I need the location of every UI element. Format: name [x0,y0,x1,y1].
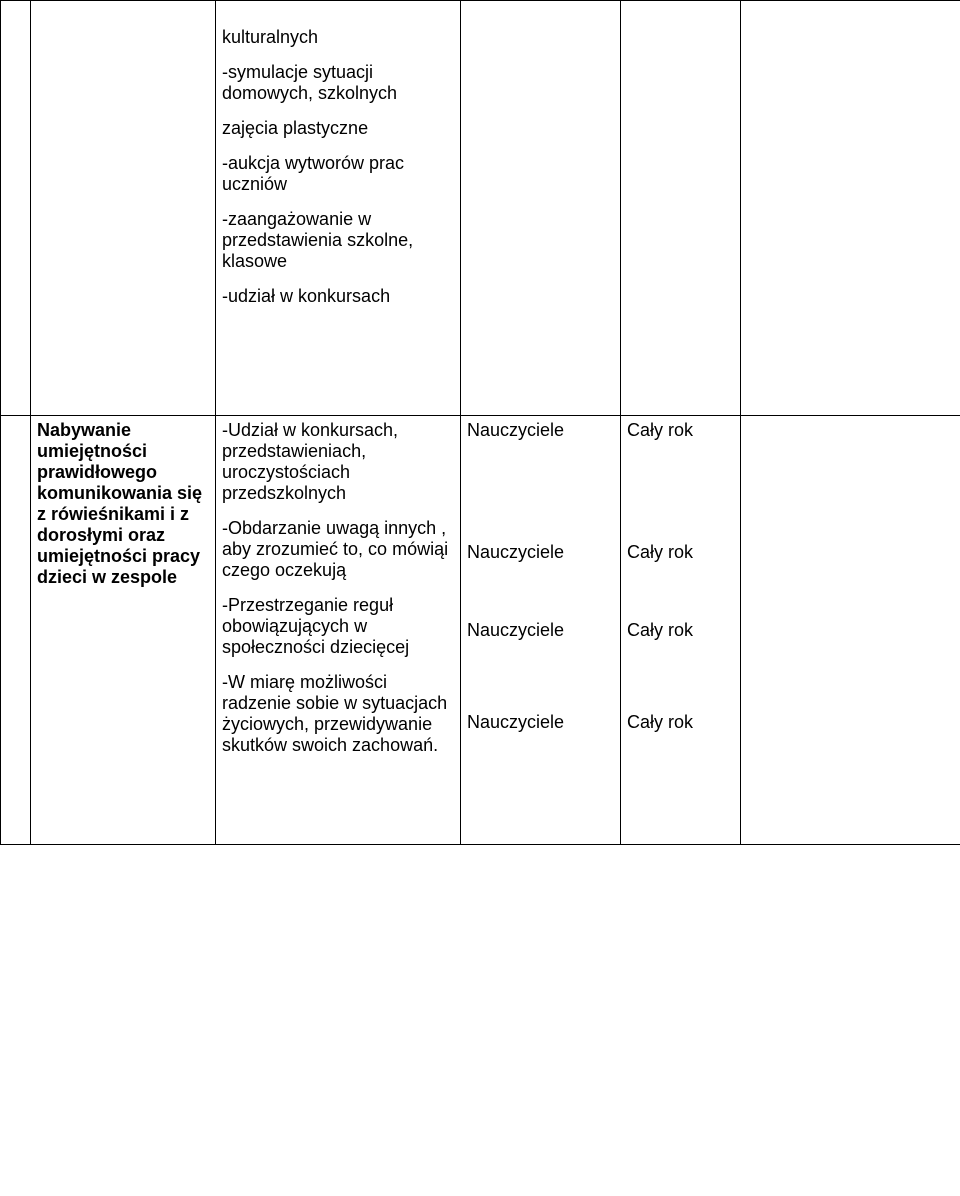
activity-text: -Obdarzanie uwagą innych , aby zrozumieć… [222,518,454,581]
table-row: kulturalnych -symulacje sytuacji domowyc… [1,1,960,416]
cell-empty [1,416,31,845]
cell-empty [741,1,960,416]
cell-empty [31,1,216,416]
cell-responsible: Nauczyciele Nauczyciele Nauczyciele Nauc… [461,416,621,845]
objective-text: Nabywanie umiejętności prawidłowego komu… [37,420,202,587]
responsible-text: Nauczyciele [467,420,564,440]
document-table: kulturalnych -symulacje sytuacji domowyc… [0,0,960,845]
timeframe-text: Cały rok [627,712,693,732]
activity-text: -Udział w konkursach, przedstawieniach, … [222,420,454,504]
cell-empty [741,416,960,845]
cell-objective: Nabywanie umiejętności prawidłowego komu… [31,416,216,845]
timeframe-text: Cały rok [627,620,693,640]
cell-activities: -Udział w konkursach, przedstawieniach, … [216,416,461,845]
activity-text: -Przestrzeganie reguł obowiązujących w s… [222,595,454,658]
activity-text: kulturalnych [222,27,454,48]
responsible-text: Nauczyciele [467,620,564,640]
activity-text: -W miarę możliwości radzenie sobie w syt… [222,672,454,756]
cell-activities: kulturalnych -symulacje sytuacji domowyc… [216,1,461,416]
activity-text: -udział w konkursach [222,286,454,307]
activity-text: -aukcja wytworów prac uczniów [222,153,454,195]
cell-empty [621,1,741,416]
responsible-text: Nauczyciele [467,542,564,562]
cell-empty [461,1,621,416]
activity-text: -zaangażowanie w przedstawienia szkolne,… [222,209,454,272]
activity-text: zajęcia plastyczne [222,118,454,139]
timeframe-text: Cały rok [627,420,693,440]
responsible-text: Nauczyciele [467,712,564,732]
cell-empty [1,1,31,416]
activity-text: -symulacje sytuacji domowych, szkolnych [222,62,454,104]
timeframe-text: Cały rok [627,542,693,562]
table-row: Nabywanie umiejętności prawidłowego komu… [1,416,960,845]
cell-timeframe: Cały rok Cały rok Cały rok Cały rok [621,416,741,845]
